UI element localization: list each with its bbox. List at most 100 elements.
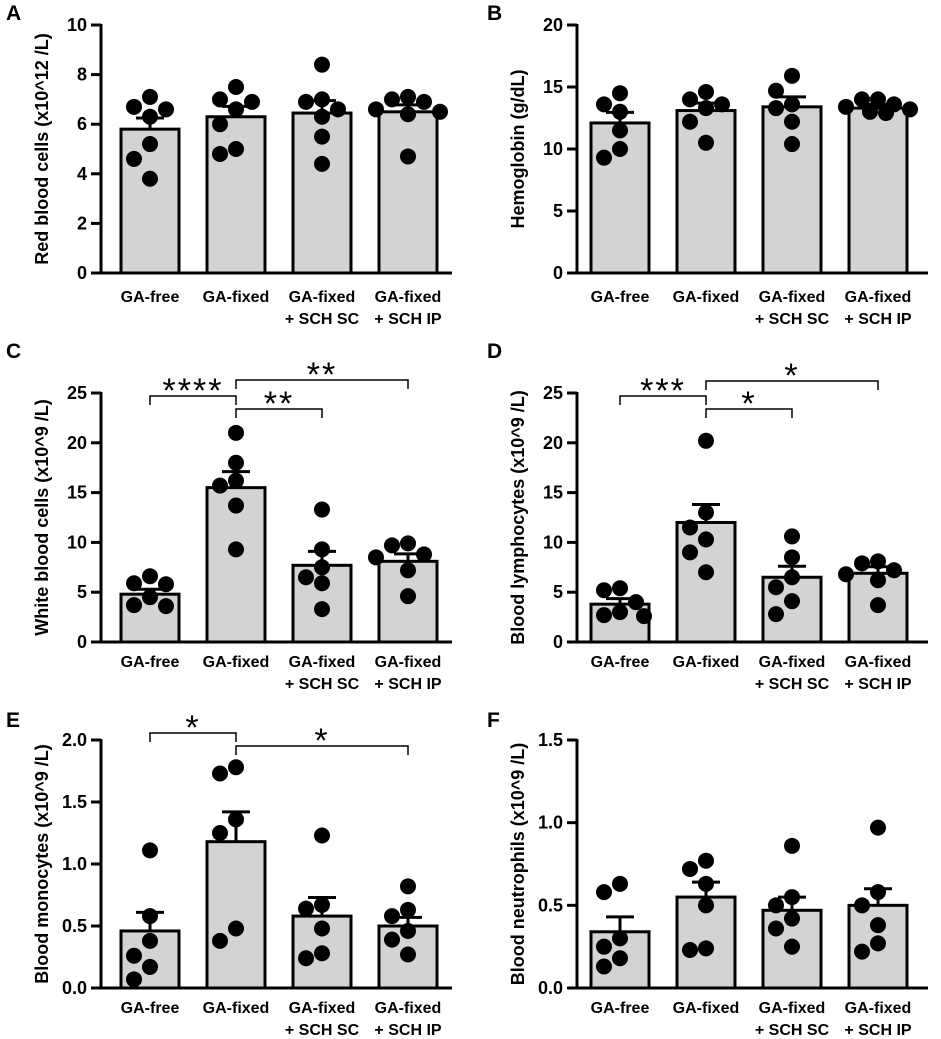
panel-a-bar-ga-fixed [205, 115, 267, 275]
panel-e-category-label-ga-free: GA-free [121, 1000, 180, 1017]
panel-d-point-ga-fixed [698, 564, 714, 581]
panel-b-point-ga-fixed [698, 100, 714, 117]
panel-f-y-axis-title: Blood neutrophils (x10^9 /L) [508, 743, 528, 986]
panel-c-category-label-ga-fixed-sch-ip: GA-fixed + SCH IP [374, 654, 441, 693]
panel-d-point-ga-free [628, 594, 644, 611]
panel-d-category-label-line: + SCH IP [844, 676, 911, 693]
panel-a-category-label-line: GA-fixed [203, 289, 270, 306]
panel-d-category-label-ga-fixed: GA-fixed [673, 654, 740, 671]
panel-c-point-ga-fixed-sch-ip [400, 588, 416, 605]
panel-e-point-ga-fixed [228, 920, 244, 937]
panel-e-y-tick-label: 1.5 [62, 792, 87, 812]
panel-e-significance-bracket [149, 732, 237, 742]
panel-d-category-label-line: + SCH SC [755, 676, 830, 693]
panel-b-point-ga-fixed-sch-ip [862, 103, 878, 120]
panel-f-category-label-line: GA-fixed [845, 1000, 912, 1017]
panel-c-point-ga-fixed-sch-sc [314, 541, 330, 558]
panel-a-point-ga-free [158, 101, 174, 118]
panel-a-point-ga-free [126, 98, 142, 115]
panel-f-point-ga-free [612, 950, 628, 967]
panel-b-point-ga-free [612, 141, 628, 157]
panel-e-point-ga-free [126, 947, 142, 964]
panel-a-point-ga-free [142, 108, 158, 125]
panel-f-point-ga-fixed [698, 852, 714, 869]
panel-e-category-label-ga-fixed-sch-sc: GA-fixed + SCH SC [285, 1000, 360, 1039]
panel-a-point-ga-fixed-sch-ip [400, 148, 416, 165]
panel-d-y-axis-title: Blood lymphocytes (x10^9 /L) [508, 390, 528, 645]
panel-f-point-ga-fixed-sch-sc [784, 837, 800, 854]
panel-b-bar-ga-fixed-sch-sc [761, 105, 823, 275]
panel-d-point-ga-fixed-sch-ip [838, 566, 854, 583]
panel-e-category-label-line: + SCH SC [285, 1022, 360, 1039]
panel-d-point-ga-fixed-sch-sc [784, 528, 800, 545]
panel-b-point-ga-fixed-sch-ip [878, 105, 894, 122]
panel-c-category-label-line: + SCH IP [374, 676, 441, 693]
panel-a-y-tick-label: 6 [77, 114, 87, 134]
panel-d-category-label-line: GA-fixed [673, 654, 740, 671]
panel-c-y-tick-label: 15 [67, 483, 87, 503]
panel-e-significance-bracket [235, 745, 409, 755]
panel-f-point-ga-free [612, 930, 628, 947]
panel-f-point-ga-free [596, 958, 612, 975]
panel-b-point-ga-free [612, 103, 628, 120]
panel-b-category-label-ga-fixed-sch-sc: GA-fixed + SCH SC [755, 289, 830, 328]
panel-d-point-ga-fixed-sch-sc [768, 606, 784, 623]
panel-e-significance-label: * [185, 709, 200, 747]
panel-a-point-ga-fixed-sch-sc [314, 91, 330, 108]
panel-d-y-tick-label: 20 [543, 433, 563, 453]
panel-c-category-label-ga-fixed-sch-sc: GA-fixed + SCH SC [285, 654, 360, 693]
panel-f-y-tick-label: 1.5 [538, 730, 563, 750]
panel-c-significance-label: ** [264, 385, 294, 423]
panel-b-bar-ga-fixed-sch-ip [847, 106, 909, 275]
panel-b-category-label-ga-fixed: GA-fixed [673, 289, 740, 306]
panel-f-point-ga-fixed-sch-ip [870, 935, 886, 952]
panel-c-category-label-ga-fixed: GA-fixed [203, 654, 270, 671]
panel-c-y-tick-label: 10 [67, 532, 87, 552]
panel-e-category-label-line: + SCH IP [374, 1022, 441, 1039]
panel-c-category-label-line: + SCH SC [285, 676, 360, 693]
panel-a-category-label-line: GA-free [121, 289, 180, 306]
panel-e-point-ga-free [126, 971, 142, 988]
panel-a-point-ga-fixed-sch-sc [314, 56, 330, 73]
panel-d-point-ga-free [612, 604, 628, 621]
panel-e-point-ga-fixed [212, 932, 228, 949]
panel-d: D Blood lymphocytes (x10^9 /L) 0 5 10 15 20 25 G… [487, 340, 928, 693]
panel-b-point-ga-fixed [698, 134, 714, 151]
panel-e-letter: E [6, 709, 20, 732]
panel-b-category-label-ga-fixed-sch-ip: GA-fixed + SCH IP [844, 289, 911, 328]
panel-d-letter: D [487, 340, 502, 363]
panel-d-point-ga-fixed-sch-sc [768, 579, 784, 596]
panel-d-point-ga-free [596, 607, 612, 624]
panel-f-point-ga-fixed-sch-sc [784, 889, 800, 906]
panel-b-point-ga-fixed-sch-ip [838, 98, 854, 115]
panel-c-point-ga-fixed [228, 454, 244, 471]
panel-c-point-ga-free [126, 575, 142, 592]
panel-d-category-label-line: GA-free [591, 654, 650, 671]
panel-d-category-label-ga-free: GA-free [591, 654, 650, 671]
panel-f-point-ga-free [596, 884, 612, 901]
panel-f-category-label-ga-fixed: GA-fixed [673, 1000, 740, 1017]
panel-a-point-ga-fixed [228, 101, 244, 118]
panel-c-point-ga-fixed [228, 541, 244, 558]
panel-d-significance-label: * [741, 385, 756, 423]
panel-c-category-label-ga-free: GA-free [121, 654, 180, 671]
panel-f-point-ga-fixed-sch-ip [854, 943, 870, 960]
panel-a-point-ga-fixed-sch-sc [314, 155, 330, 172]
panel-e-point-ga-fixed [228, 759, 244, 776]
panel-a-point-ga-fixed-sch-sc [298, 93, 314, 110]
panel-e-point-ga-free [142, 908, 158, 925]
panel-c-significance-bracket [149, 395, 237, 405]
panel-c-category-label-line: GA-fixed [289, 654, 356, 671]
panel-b-category-label-line: GA-free [591, 289, 650, 306]
panel-b-point-ga-fixed [714, 96, 730, 113]
panel-f-point-ga-fixed-sch-ip [870, 917, 886, 934]
panel-c-significance-label: **** [163, 372, 224, 410]
panel-d-point-ga-fixed [698, 531, 714, 548]
panel-e-point-ga-fixed-sch-ip [400, 878, 416, 895]
panel-c-point-ga-free [142, 568, 158, 585]
panel-f-point-ga-fixed-sch-sc [768, 897, 784, 914]
panel-b: B Hemoglobin (g/dL) 0 5 10 15 20 GA-free GA-fixe… [487, 2, 928, 328]
panel-d-significance-bracket [705, 380, 879, 390]
panel-b-point-ga-fixed-sch-sc [784, 113, 800, 130]
